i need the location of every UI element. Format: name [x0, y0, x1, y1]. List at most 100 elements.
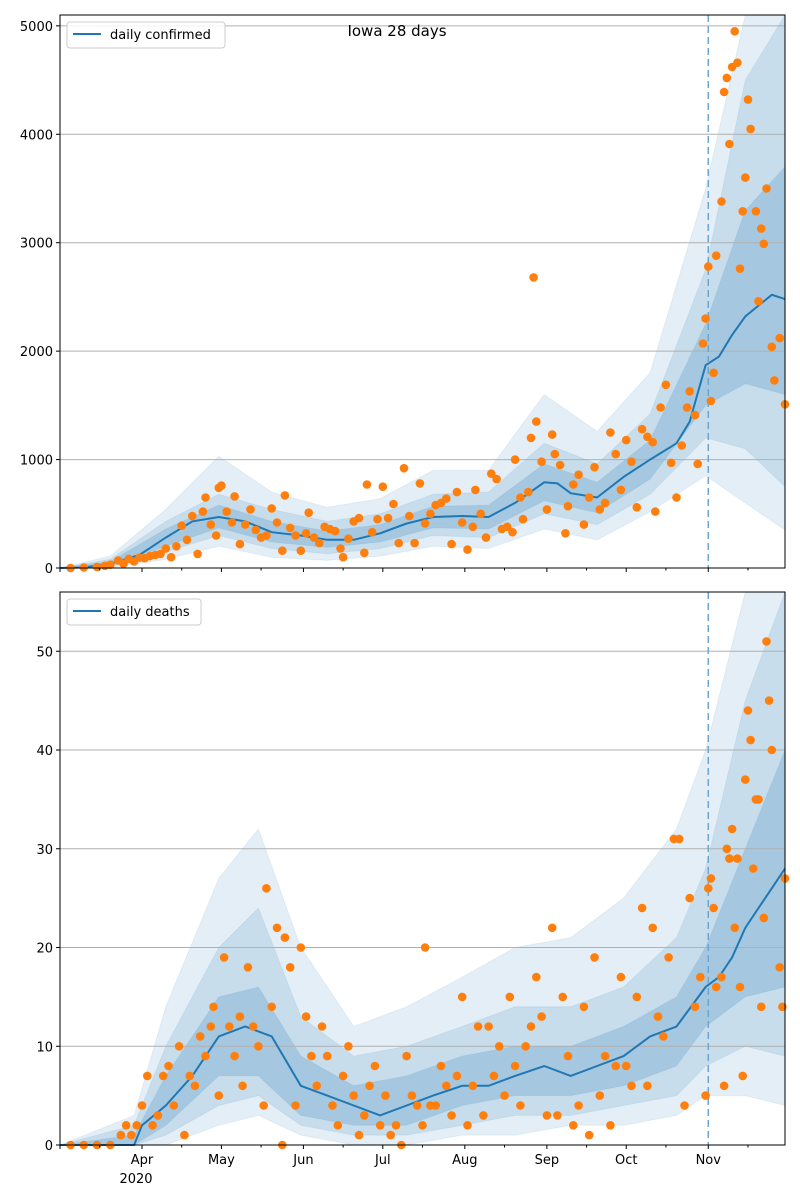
deaths-observed-point — [317, 1022, 327, 1031]
deaths-observed-point — [706, 874, 716, 883]
x-tick-label: Jul — [374, 1153, 391, 1168]
deaths-observed-point — [711, 982, 721, 992]
confirmed-observed-point — [643, 432, 652, 442]
confirmed-observed-point — [709, 368, 718, 378]
confirmed-observed-point — [508, 527, 517, 537]
confirmed-observed-point — [198, 507, 208, 516]
deaths-observed-point — [360, 1111, 369, 1120]
confirmed-observed-point — [516, 493, 525, 502]
x-tick-label: Apr — [131, 1153, 154, 1168]
x-tick-label: Oct — [615, 1153, 637, 1168]
deaths-observed-point — [709, 903, 718, 913]
deaths-observed-point — [436, 1061, 446, 1071]
deaths-observed-point — [563, 1051, 573, 1061]
deaths-observed-point — [243, 963, 253, 972]
confirmed-observed-point — [230, 492, 239, 501]
confirmed-observed-point — [442, 494, 451, 503]
deaths-panel: 0 10 20 30 40 50 Apr May Jun Jul Aug Sep Oct Nov 202… — [36, 591, 790, 1187]
deaths-observed-point — [158, 1071, 168, 1081]
confirmed-observed-point — [235, 539, 245, 549]
deaths-observed-point — [338, 1071, 348, 1081]
confirmed-observed-point — [756, 224, 766, 233]
confirmed-observed-point — [106, 560, 115, 569]
confirmed-y-tick-label: 1000 — [20, 454, 53, 469]
deaths-observed-point — [621, 1061, 631, 1071]
confirmed-observed-point — [661, 380, 671, 390]
deaths-observed-point — [526, 1022, 536, 1031]
deaths-observed-point — [748, 864, 758, 873]
deaths-y-tick-label: 50 — [36, 645, 53, 660]
deaths-observed-point — [291, 1101, 300, 1110]
deaths-observed-point — [643, 1081, 652, 1091]
confirmed-observed-point — [584, 493, 594, 502]
deaths-observed-point — [754, 795, 763, 804]
deaths-observed-point — [574, 1101, 583, 1110]
deaths-y-tick-label: 40 — [36, 744, 53, 759]
confirmed-observed-point — [354, 513, 364, 523]
deaths-observed-point — [262, 884, 271, 893]
deaths-observed-point — [468, 1081, 478, 1091]
confirmed-observed-point — [741, 173, 750, 182]
confirmed-observed-point — [569, 480, 578, 489]
deaths-observed-point — [735, 982, 745, 992]
confirmed-observed-point — [719, 87, 729, 97]
confirmed-observed-point — [471, 485, 480, 495]
deaths-observed-point — [365, 1081, 374, 1091]
confirmed-observed-point — [211, 531, 221, 540]
confirmed-observed-point — [399, 463, 409, 473]
deaths-observed-point — [280, 933, 290, 942]
deaths-observed-point — [344, 1042, 353, 1051]
confirmed-observed-point — [524, 487, 533, 497]
deaths-observed-point — [701, 1091, 710, 1100]
confirmed-observed-point — [457, 518, 467, 527]
confirmed-observed-point — [217, 481, 226, 490]
deaths-y-axis: 0 10 20 30 40 50 — [36, 645, 60, 1154]
confirmed-observed-point — [426, 509, 435, 519]
deaths-observed-point — [137, 1101, 147, 1110]
confirmed-observed-point — [405, 511, 414, 521]
deaths-observed-point — [775, 963, 784, 972]
deaths-observed-point — [674, 834, 684, 844]
confirmed-observed-point — [627, 457, 636, 467]
confirmed-observed-point — [526, 433, 536, 443]
confirmed-observed-point — [285, 523, 295, 533]
confirmed-observed-point — [754, 297, 763, 306]
confirmed-observed-point — [394, 538, 404, 548]
deaths-observed-point — [553, 1111, 562, 1120]
deaths-observed-point — [447, 1111, 456, 1120]
deaths-observed-point — [484, 1022, 493, 1031]
confirmed-observed-point — [251, 525, 261, 535]
confirmed-observed-point — [362, 480, 372, 489]
confirmed-observed-point — [161, 544, 171, 553]
confirmed-observed-point — [301, 529, 311, 538]
confirmed-observed-point — [656, 403, 665, 412]
deaths-observed-point — [616, 972, 626, 982]
confirmed-observed-point — [542, 505, 552, 514]
deaths-observed-point — [442, 1081, 451, 1091]
deaths-observed-point — [402, 1051, 411, 1061]
confirmed-observed-point — [767, 342, 777, 352]
confirmed-observed-point — [730, 27, 739, 36]
deaths-observed-point — [521, 1042, 530, 1051]
deaths-observed-point — [648, 923, 657, 933]
confirmed-observed-point — [590, 462, 599, 472]
deaths-observed-point — [412, 1101, 422, 1110]
confirmed-observed-point — [415, 479, 425, 488]
confirmed-observed-point — [711, 251, 721, 260]
deaths-observed-point — [238, 1081, 247, 1091]
deaths-observed-point — [537, 1012, 546, 1021]
deaths-observed-point — [532, 972, 541, 982]
confirmed-observed-point — [367, 527, 377, 537]
confirmed-observed-point — [672, 493, 681, 502]
deaths-observed-point — [132, 1121, 141, 1130]
deaths-observed-point — [272, 923, 282, 933]
confirmed-observed-point — [682, 403, 692, 412]
confirmed-observed-point — [759, 239, 769, 249]
deaths-observed-point — [690, 1002, 700, 1012]
confirmed-observed-point — [574, 470, 583, 480]
confirmed-observed-point — [487, 469, 496, 479]
confirmed-observed-point — [717, 197, 726, 206]
confirmed-observed-point — [447, 539, 456, 549]
deaths-observed-point — [746, 735, 755, 745]
deaths-observed-point — [696, 972, 705, 982]
